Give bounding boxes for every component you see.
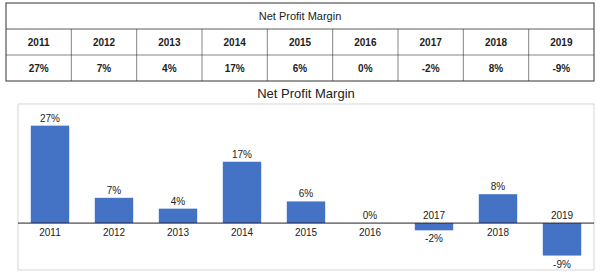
bar [31, 126, 69, 223]
x-tick-label: 2019 [551, 210, 574, 221]
table-year: 2019 [550, 37, 573, 48]
bar [543, 223, 581, 255]
table-value: -9% [552, 63, 570, 74]
data-label: 0% [363, 210, 378, 221]
bar [223, 162, 261, 223]
table-year: 2012 [93, 37, 116, 48]
chart-root: Net Profit Margin 2011 27% 2012 7% 2013 4% 2014… [0, 0, 600, 276]
table-year: 2015 [289, 37, 312, 48]
table-value: 4% [162, 63, 177, 74]
table-divider [332, 29, 333, 81]
data-label: 17% [232, 149, 252, 160]
x-tick-label: 2014 [231, 227, 254, 238]
table-value: 27% [29, 63, 49, 74]
bar [95, 198, 133, 223]
data-label: 27% [40, 113, 60, 124]
data-label: 7% [107, 185, 122, 196]
table-value: 17% [225, 63, 245, 74]
x-tick-label: 2011 [39, 227, 61, 238]
bars [31, 126, 581, 256]
data-label: 4% [171, 196, 186, 207]
bar [159, 209, 197, 223]
data-label: -9% [553, 259, 571, 270]
table-year: 2011 [28, 37, 50, 48]
table-value: 6% [293, 63, 308, 74]
baseline [18, 223, 594, 224]
summary-table: Net Profit Margin 2011 27% 2012 7% 2013 4% 2014… [6, 3, 594, 81]
table-rule [6, 55, 594, 56]
table-divider [202, 29, 203, 81]
table-divider [71, 29, 72, 81]
table-divider [463, 29, 464, 81]
table-title: Net Profit Margin [259, 10, 342, 22]
table-year: 2013 [158, 37, 181, 48]
x-tick-label: 2013 [167, 227, 190, 238]
x-tick-label: 2018 [487, 227, 510, 238]
chart-svg: Net Profit Margin 2011 27% 2012 7% 2013 4% 2014… [0, 0, 600, 276]
bar [479, 194, 517, 223]
table-border [6, 3, 594, 81]
x-tick-label: 2012 [103, 227, 126, 238]
table-year: 2016 [354, 37, 377, 48]
table-value: -2% [422, 63, 440, 74]
x-tick-label: 2017 [423, 210, 446, 221]
bar [415, 223, 453, 230]
labels: 27% 2011 7% 2012 4% 2013 17% 2014 6% 2015 0% 2016 -2… [39, 113, 573, 270]
data-label: -2% [425, 233, 443, 244]
plot-frame [18, 104, 594, 270]
table-year: 2014 [224, 37, 247, 48]
table-divider [136, 29, 137, 81]
data-label: 6% [299, 188, 314, 199]
table-rule [6, 29, 594, 30]
table-year: 2017 [420, 37, 443, 48]
chart-title: Net Profit Margin [257, 86, 355, 101]
bar [287, 201, 325, 223]
table-value: 8% [489, 63, 504, 74]
table-divider [528, 29, 529, 81]
table-value: 0% [358, 63, 373, 74]
table-value: 7% [97, 63, 112, 74]
x-tick-label: 2016 [359, 227, 382, 238]
table-divider [267, 29, 268, 81]
x-tick-label: 2015 [295, 227, 318, 238]
data-label: 8% [491, 181, 506, 192]
table-year: 2018 [485, 37, 508, 48]
table-divider [398, 29, 399, 81]
